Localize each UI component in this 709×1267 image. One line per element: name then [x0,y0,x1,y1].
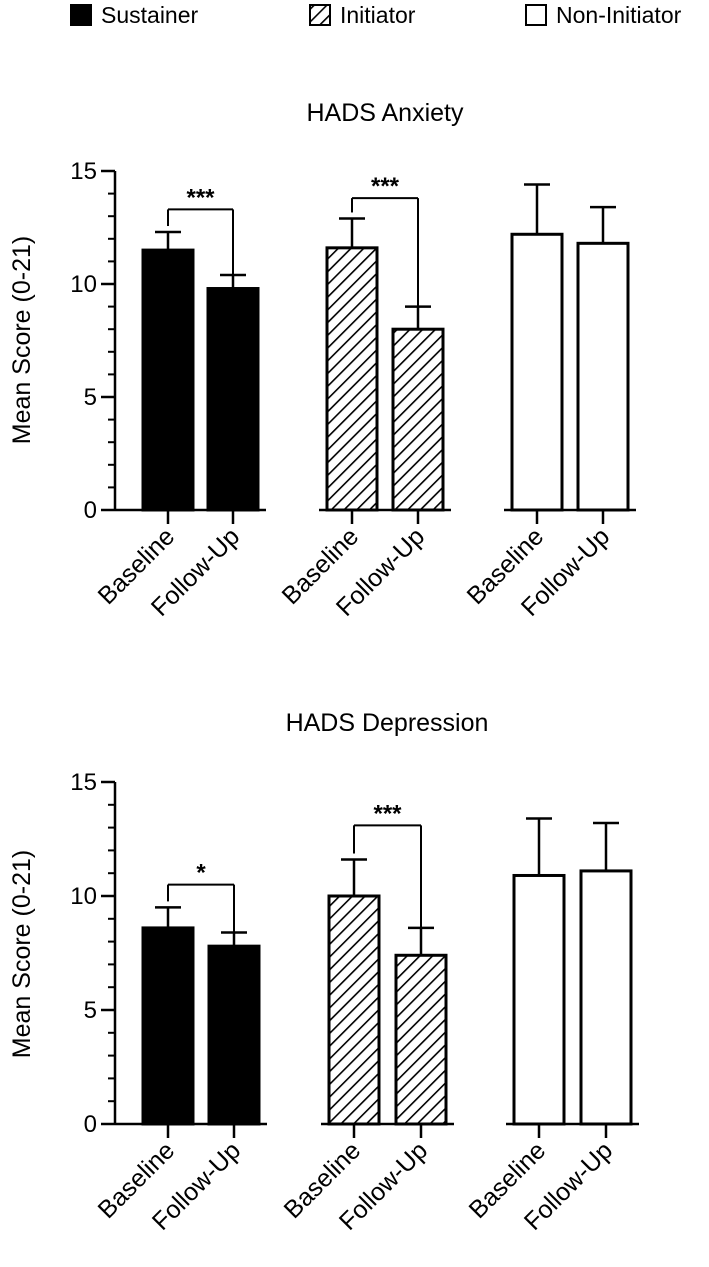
bar-initiator [327,894,381,1126]
bar-non-initiator [512,873,566,1126]
legend-swatch-sustainer [70,4,92,26]
bar-initiator [394,953,448,1126]
bar-sustainer [207,944,261,1126]
bar-initiator [391,327,445,512]
chart-title: HADS Depression [286,709,489,737]
legend-label-initiator: Initiator [340,2,416,28]
legend-swatch-initiator [309,4,331,26]
y-tick-label: 5 [84,997,97,1024]
legend-swatch-non-initiator [525,4,547,26]
significance-label: * [196,860,206,887]
bar-sustainer [206,287,260,512]
bar-sustainer [141,248,195,512]
y-tick-label: 0 [84,497,97,524]
y-tick-label: 10 [70,883,97,910]
y-tick-label: 5 [84,384,97,411]
chart-depression: HADS Depression Mean Score (0-21) 0 5 10 15… [8,709,639,1236]
bar-non-initiator [510,232,564,512]
chart-title: HADS Anxiety [306,99,464,127]
y-tick-label: 15 [70,158,97,185]
chart-anxiety: HADS Anxiety Mean Score (0-21) 051015Bas… [8,99,636,622]
legend-item-non-initiator: Non-Initiator [525,2,682,28]
bar-non-initiator [579,869,633,1126]
legend-label-sustainer: Sustainer [101,2,199,28]
y-tick-label: 0 [84,1111,97,1138]
y-tick-label: 10 [70,271,97,298]
y-axis-label: Mean Score (0-21) [8,850,36,1058]
significance-label: *** [186,184,215,211]
legend-label-non-initiator: Non-Initiator [556,2,682,28]
bar-sustainer [141,926,195,1126]
bar-non-initiator [576,241,630,512]
bar-initiator [325,246,379,512]
y-tick-label: 15 [70,769,97,796]
legend-item-sustainer: Sustainer [70,2,199,28]
legend: Sustainer Initiator Non-Initiator [70,2,682,28]
legend-item-initiator: Initiator [309,2,416,28]
y-axis-label: Mean Score (0-21) [8,236,36,444]
significance-label: *** [371,173,400,200]
significance-label: *** [373,800,402,827]
